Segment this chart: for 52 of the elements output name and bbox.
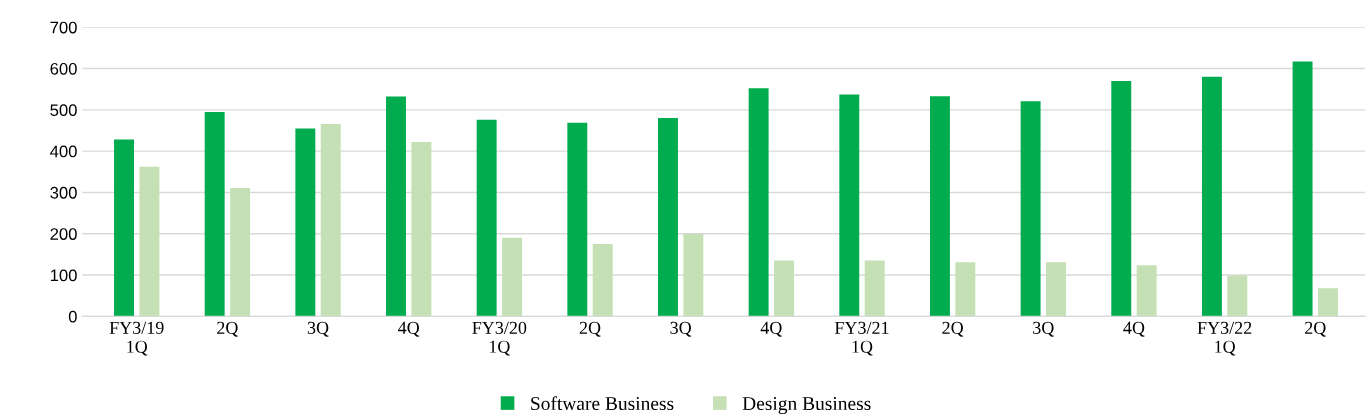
- x-tick-label: 2Q: [217, 321, 239, 337]
- bar: [295, 128, 316, 317]
- bar: [386, 96, 406, 317]
- bar: [929, 96, 950, 317]
- y-tick-label: 600: [50, 62, 77, 75]
- bar: [139, 166, 160, 317]
- x-tick-label: FY3/19 1Q: [109, 321, 164, 356]
- legend-label: Design Business: [742, 397, 871, 415]
- bar: [567, 122, 588, 317]
- bar: [774, 260, 794, 317]
- x-tick-label: 4Q: [760, 321, 783, 337]
- x-tick-label: 3Q: [670, 321, 692, 337]
- legend-label: Software Business: [531, 396, 674, 411]
- x-tick-label: FY3/22 1Q: [1197, 321, 1252, 356]
- x-tick-label: 3Q: [1033, 321, 1055, 337]
- bar: [839, 94, 860, 317]
- bar: [1292, 61, 1313, 317]
- y-tick-label: 0: [68, 310, 77, 323]
- bar: [1227, 275, 1248, 317]
- bar: [411, 142, 432, 317]
- bar: [748, 88, 769, 317]
- bar: [955, 262, 976, 317]
- bar: [230, 187, 251, 317]
- bar: [476, 119, 497, 317]
- bar: [1046, 262, 1066, 317]
- y-tick-label: 200: [50, 228, 77, 240]
- bar: [1020, 101, 1041, 317]
- bar: [1201, 76, 1222, 317]
- x-tick-label: FY3/20 1Q: [472, 321, 527, 356]
- bar: [683, 233, 704, 317]
- y-tick-label: 700: [50, 21, 77, 34]
- x-tick-label: 2Q: [942, 321, 964, 337]
- bar: [114, 139, 134, 317]
- bar: [1111, 80, 1132, 317]
- y-tick-label: 100: [50, 269, 77, 282]
- x-tick-label: 3Q: [307, 321, 329, 337]
- y-tick-label: 500: [50, 104, 77, 117]
- x-tick-label: 2Q: [1305, 321, 1326, 337]
- bar: [204, 111, 225, 317]
- bar: [320, 123, 341, 317]
- bar: [592, 244, 613, 317]
- bar: [864, 260, 885, 317]
- x-tick-label: 2Q: [579, 321, 601, 337]
- y-tick-label: 400: [50, 145, 77, 158]
- y-tick-label: 300: [50, 186, 77, 199]
- x-tick-label: 4Q: [398, 321, 420, 337]
- x-tick-label: 4Q: [1123, 321, 1145, 337]
- x-tick-label: FY3/21 1Q: [834, 321, 889, 356]
- bar: [658, 118, 678, 317]
- bar: [1318, 288, 1338, 317]
- bar: [502, 237, 523, 317]
- bar: [1136, 265, 1157, 317]
